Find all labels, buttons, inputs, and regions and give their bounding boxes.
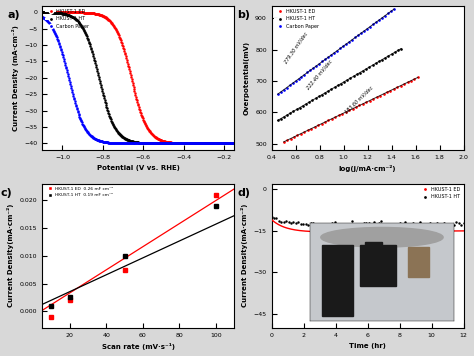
HKUST-1 ED: [178, 141, 183, 145]
X-axis label: Time (hr): Time (hr): [349, 344, 386, 350]
Line: HKUST-1 HT: HKUST-1 HT: [37, 11, 235, 145]
Carbon Paper: [231, 141, 237, 146]
HKUST-1 HT: [113, 127, 118, 131]
Carbon Paper: [159, 141, 164, 146]
Carbon Paper: [113, 141, 118, 145]
Text: c): c): [0, 188, 12, 198]
HKUST-1 ED: [36, 10, 41, 14]
HKUST-1 ED: [59, 10, 64, 14]
Text: 183.60 mV/dec: 183.60 mV/dec: [344, 85, 374, 115]
Text: 279.30 mV/dec: 279.30 mV/dec: [283, 31, 309, 65]
Y-axis label: Current Density (mA·cm⁻²): Current Density (mA·cm⁻²): [12, 25, 19, 131]
Line: HKUST-1 ED: HKUST-1 ED: [37, 11, 235, 145]
Text: a): a): [8, 10, 20, 20]
Y-axis label: Overpotential(mV): Overpotential(mV): [244, 41, 249, 115]
HKUST-1 ED: [113, 27, 118, 31]
Legend: HKUST-1 ED, HKUST-1 HT, Carbon Paper: HKUST-1 ED, HKUST-1 HT, Carbon Paper: [274, 8, 320, 30]
Legend: HKUST-1 ED, HKUST-1 HT, Carbon Paper: HKUST-1 ED, HKUST-1 HT, Carbon Paper: [45, 8, 91, 30]
Carbon Paper: [36, 13, 41, 17]
Carbon Paper: [178, 141, 183, 146]
Carbon Paper: [59, 50, 64, 54]
HKUST-1 HT: [36, 10, 41, 14]
X-axis label: Scan rate (mV·s⁻¹): Scan rate (mV·s⁻¹): [102, 344, 175, 350]
HKUST-1 ED: [177, 141, 182, 145]
HKUST-1 ED: [99, 14, 105, 18]
HKUST-1 HT: [59, 11, 64, 16]
Legend: HKUST-1 ED, HKUST-1 HT: HKUST-1 ED, HKUST-1 HT: [419, 186, 461, 200]
X-axis label: log(j/mA·cm⁻²): log(j/mA·cm⁻²): [339, 166, 396, 172]
Y-axis label: Current Density(mA·cm⁻²): Current Density(mA·cm⁻²): [7, 204, 14, 308]
HKUST-1 ED: [159, 138, 164, 143]
X-axis label: Potential (V vs. RHE): Potential (V vs. RHE): [97, 166, 180, 172]
HKUST-1 ED: [231, 141, 237, 146]
Text: 222.40 mV/dec: 222.40 mV/dec: [305, 59, 333, 91]
Text: b): b): [237, 10, 250, 20]
Text: d): d): [237, 188, 250, 198]
HKUST-1 HT: [99, 89, 105, 93]
Carbon Paper: [177, 141, 182, 146]
HKUST-1 HT: [231, 141, 237, 146]
HKUST-1 HT: [159, 141, 164, 146]
HKUST-1 HT: [178, 141, 183, 146]
Carbon Paper: [99, 139, 105, 143]
HKUST-1 HT: [177, 141, 182, 146]
Y-axis label: Current Density(mA·cm⁻²): Current Density(mA·cm⁻²): [241, 204, 248, 308]
Legend: HKUST-1 ED  0.26 mF cm⁻², HKUST-1 HT  0.19 mF cm⁻²: HKUST-1 ED 0.26 mF cm⁻², HKUST-1 HT 0.19…: [45, 186, 114, 198]
Line: Carbon Paper: Carbon Paper: [37, 14, 235, 145]
